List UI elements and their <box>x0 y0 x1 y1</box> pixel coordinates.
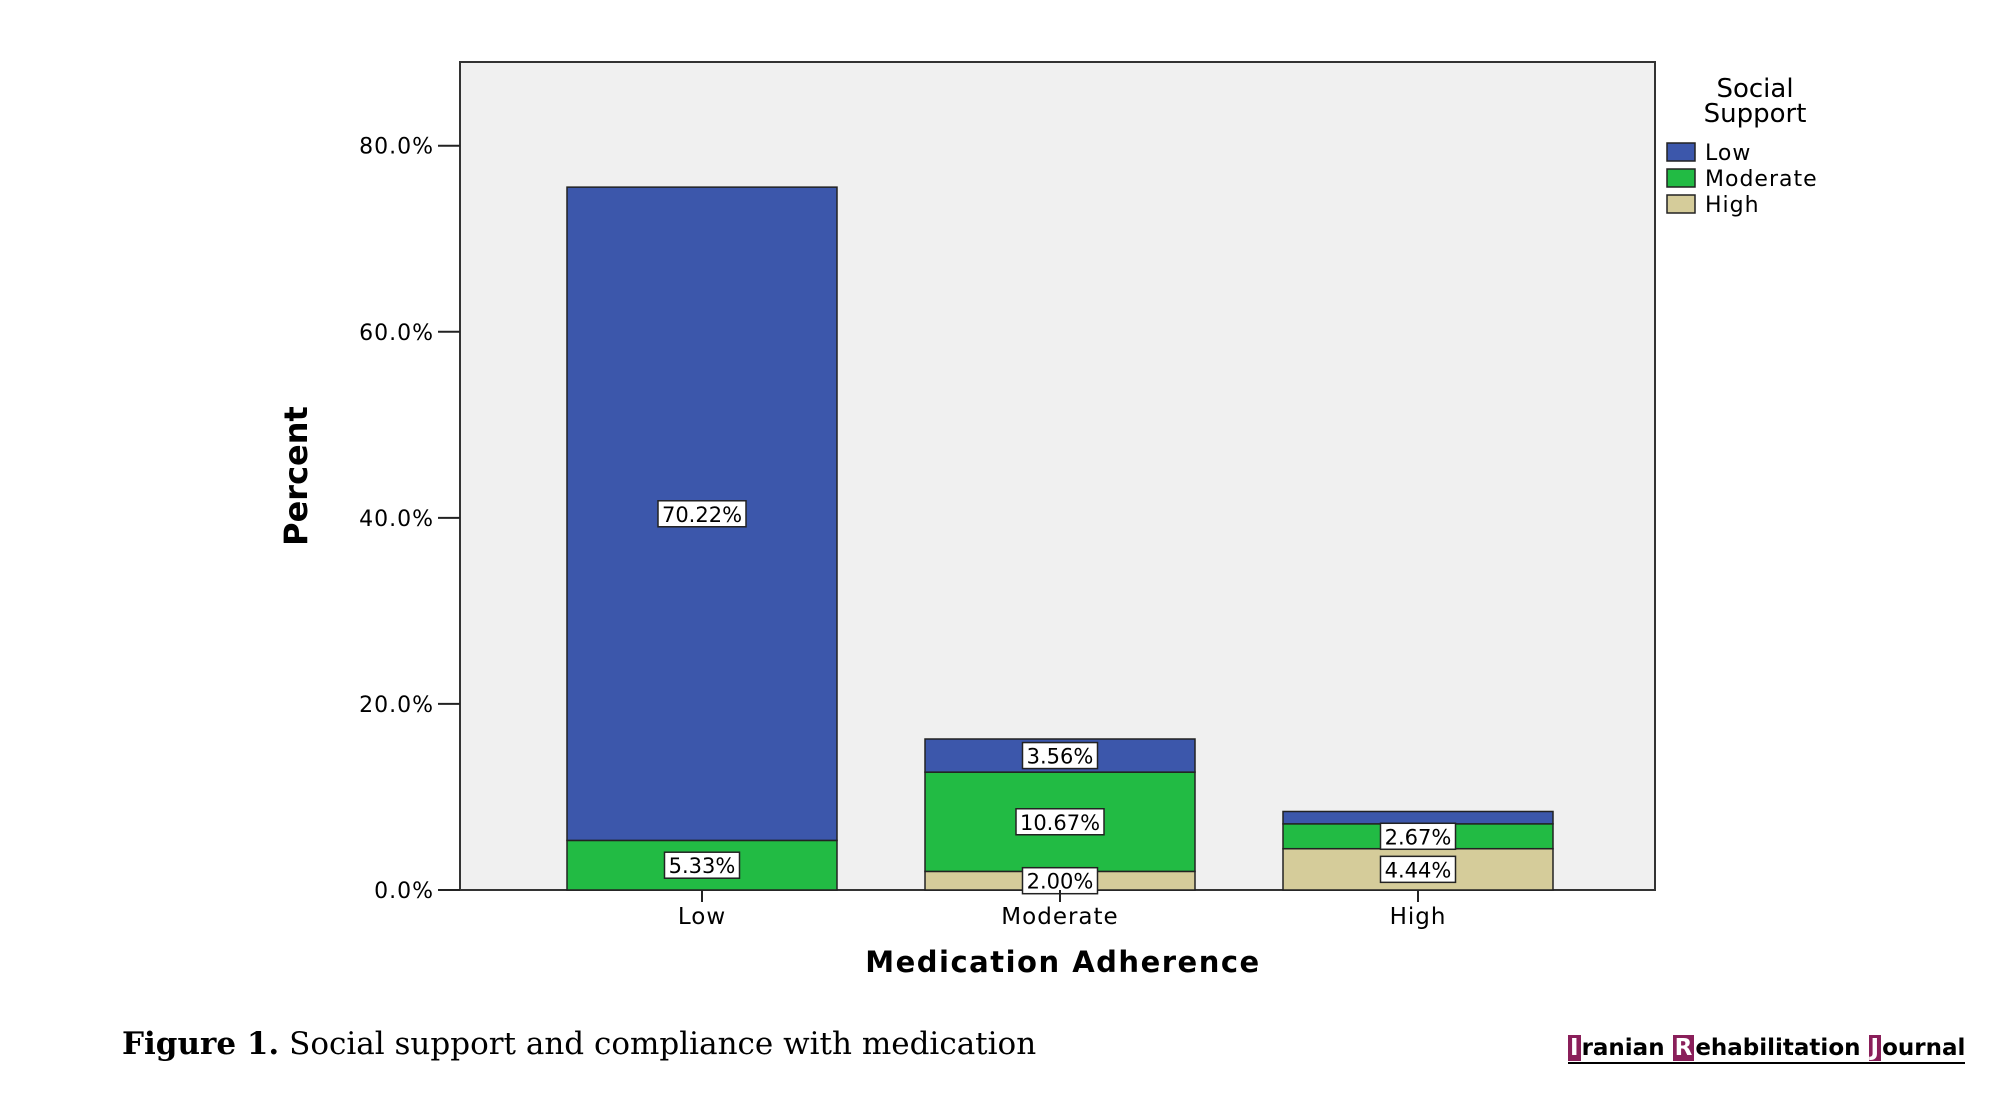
data-label-box <box>1021 741 1099 770</box>
x-axis: Low Moderate High <box>678 890 1447 930</box>
data-label: 2.00% <box>1027 870 1094 894</box>
legend-title: Support <box>1704 99 1807 129</box>
data-label-box <box>1379 822 1457 851</box>
data-label-box <box>1015 808 1105 836</box>
figure-label: Figure 1. <box>122 1026 280 1062</box>
data-label: 10.67% <box>1020 811 1100 835</box>
data-label: 70.22% <box>662 503 742 527</box>
x-tick-label: Moderate <box>1001 904 1118 930</box>
data-label: 2.67% <box>1385 825 1452 849</box>
bar-chart: 5.33% 70.22% 2.00% 10.67% 3.56% 4.44% 2.67% 0.… <box>277 61 1818 979</box>
legend-label: Moderate <box>1705 167 1818 192</box>
legend-label: Low <box>1705 141 1751 166</box>
legend-title: Social <box>1716 74 1793 104</box>
y-tick-label: 20.0% <box>359 693 434 718</box>
y-axis: 0.0% 20.0% 40.0% 60.0% 80.0% <box>359 135 460 904</box>
data-label-box <box>663 851 741 879</box>
legend-swatch <box>1666 142 1696 162</box>
y-tick-label: 0.0% <box>374 879 434 904</box>
x-tick-label: Low <box>678 904 726 930</box>
data-label-box <box>1379 855 1457 884</box>
data-label: 4.44% <box>1385 858 1452 882</box>
data-label-box <box>1021 866 1099 895</box>
data-label: 3.56% <box>1027 745 1094 769</box>
y-tick-label: 80.0% <box>359 135 434 160</box>
data-label: 5.33% <box>669 854 736 878</box>
legend-label: High <box>1705 193 1760 218</box>
legend-swatch <box>1666 168 1696 188</box>
figure-caption-text: Social support and compliance with medic… <box>289 1026 1037 1062</box>
data-label-box <box>657 500 747 528</box>
y-axis-label: Percent <box>277 406 315 546</box>
x-axis-label: Medication Adherence <box>865 945 1260 979</box>
figure-caption: Figure 1. Social support and compliance … <box>122 1026 1036 1062</box>
y-tick-label: 40.0% <box>359 507 434 532</box>
bar-segment-high-low <box>1282 810 1554 825</box>
x-tick-label: High <box>1390 904 1447 930</box>
legend-swatch <box>1666 194 1696 214</box>
y-tick-label: 60.0% <box>359 321 434 346</box>
